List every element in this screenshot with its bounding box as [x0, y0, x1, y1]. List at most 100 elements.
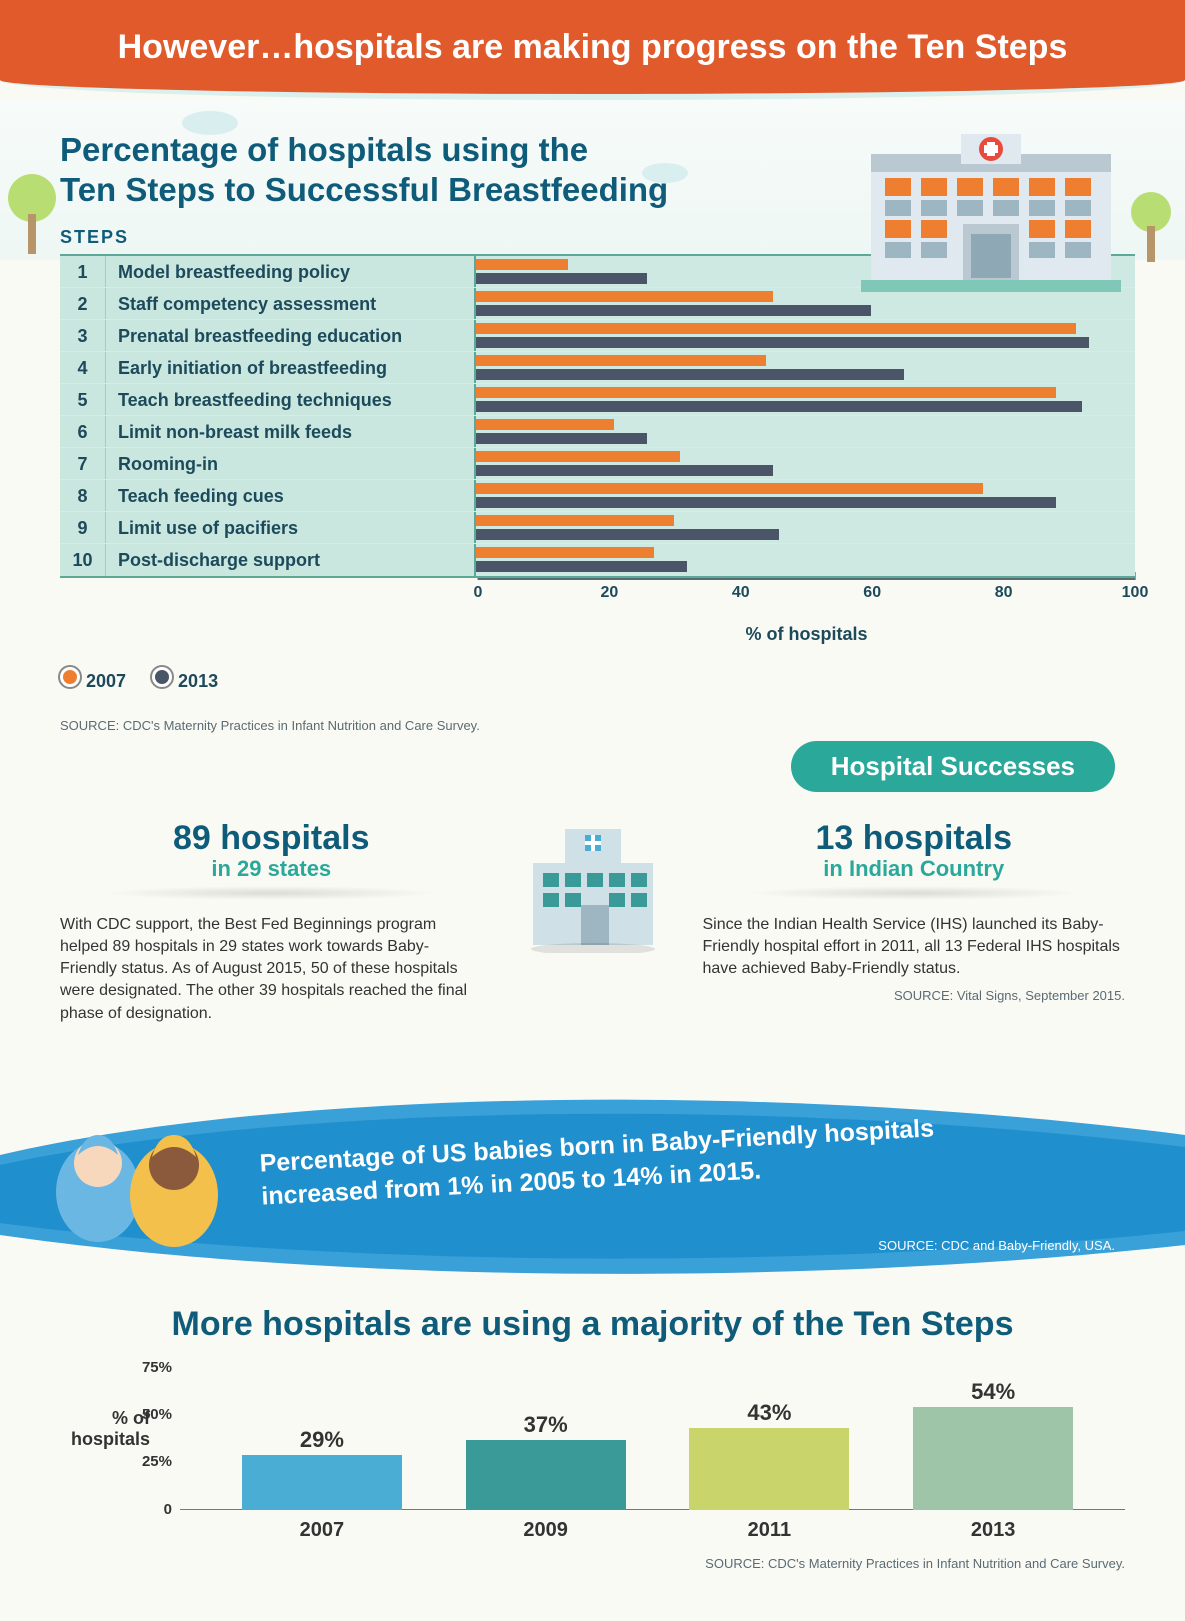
bar-2007 [476, 323, 1076, 334]
step-number: 3 [60, 320, 106, 351]
bar-fill [466, 1440, 626, 1510]
bar-2007 [476, 515, 674, 526]
bar-2013 [476, 305, 871, 316]
step-row: 3 Prenatal breastfeeding education [60, 320, 1135, 352]
step-row: 6 Limit non-breast milk feeds [60, 416, 1135, 448]
x-tick: 20 [600, 580, 618, 602]
bar-2013 [476, 273, 647, 284]
bottom-bar: 54% 2013 [913, 1407, 1073, 1509]
bottom-bar-chart-section: More hospitals are using a majority of t… [0, 1275, 1185, 1621]
stat-subtitle: in 29 states [60, 856, 483, 882]
x-tick: 100 [1122, 580, 1149, 602]
bar-track [476, 544, 1135, 576]
bar-2013 [476, 401, 1082, 412]
bar-2007 [476, 259, 568, 270]
step-number: 6 [60, 416, 106, 447]
hospital-building-icon [851, 124, 1131, 294]
bar-2013 [476, 561, 687, 572]
step-label: Teach breastfeeding techniques [106, 384, 476, 415]
step-label: Rooming-in [106, 448, 476, 479]
bar-track [476, 320, 1135, 351]
infographic-page: However…hospitals are making progress on… [0, 0, 1185, 1621]
bar-x-label: 2011 [689, 1519, 849, 1542]
legend-item-2013: 2013 [152, 667, 218, 692]
x-tick: 40 [732, 580, 750, 602]
bottom-bar: 29% 2007 [242, 1455, 402, 1510]
step-label: Limit non-breast milk feeds [106, 416, 476, 447]
bar-value-label: 29% [242, 1427, 402, 1453]
small-hospital-icon [523, 819, 663, 958]
bar-track [476, 448, 1135, 479]
stat-subtitle: in Indian Country [703, 856, 1126, 882]
stat-number: 13 hospitals [703, 819, 1126, 858]
bar-2013 [476, 369, 904, 380]
step-number: 1 [60, 256, 106, 287]
bar-track [476, 512, 1135, 543]
step-label: Prenatal breastfeeding education [106, 320, 476, 351]
x-axis: 020406080100 [60, 578, 1135, 620]
legend-year: 2007 [86, 671, 126, 691]
bar-2007 [476, 419, 614, 430]
bottom-chart-source: SOURCE: CDC's Maternity Practices in Inf… [60, 1556, 1125, 1571]
tree-icon [6, 170, 58, 260]
chart-title: Percentage of hospitals using theTen Ste… [60, 130, 740, 209]
bar-x-label: 2009 [466, 1519, 626, 1542]
bar-track [476, 416, 1135, 447]
bar-x-label: 2007 [242, 1519, 402, 1542]
bar-track [476, 384, 1135, 415]
stat-body: Since the Indian Health Service (IHS) la… [703, 914, 1126, 980]
ribbon-source: SOURCE: CDC and Baby-Friendly, USA. [878, 1238, 1115, 1253]
bar-2007 [476, 387, 1056, 398]
bar-2013 [476, 529, 779, 540]
legend-item-2007: 2007 [60, 667, 126, 692]
success-stat-right: 13 hospitals in Indian Country Since the… [703, 819, 1126, 1024]
bottom-chart-title: More hospitals are using a majority of t… [60, 1305, 1125, 1344]
stat-source: SOURCE: Vital Signs, September 2015. [703, 988, 1126, 1003]
bar-fill [689, 1428, 849, 1509]
bar-fill [913, 1407, 1073, 1509]
step-label: Model breastfeeding policy [106, 256, 476, 287]
legend-dot-icon [60, 667, 80, 687]
step-row: 10 Post-discharge support [60, 544, 1135, 576]
bar-2007 [476, 451, 680, 462]
bar-track [476, 352, 1135, 383]
banner-title: However…hospitals are making progress on… [0, 0, 1185, 67]
step-row: 7 Rooming-in [60, 448, 1135, 480]
tree-icon [1129, 190, 1173, 268]
legend-year: 2013 [178, 671, 218, 691]
bar-2013 [476, 433, 647, 444]
step-number: 10 [60, 544, 106, 576]
x-tick: 0 [474, 580, 483, 602]
bar-x-label: 2013 [913, 1519, 1073, 1542]
bar-2013 [476, 497, 1056, 508]
step-label: Early initiation of breastfeeding [106, 352, 476, 383]
bottom-bar: 37% 2009 [466, 1440, 626, 1510]
stat-body: With CDC support, the Best Fed Beginning… [60, 914, 483, 1024]
legend-dot-icon [152, 667, 172, 687]
step-label: Staff competency assessment [106, 288, 476, 319]
step-row: 4 Early initiation of breastfeeding [60, 352, 1135, 384]
hospital-successes-section: Hospital Successes 89 hospitals in 29 st… [0, 753, 1185, 1054]
bar-track [476, 480, 1135, 511]
x-tick: 60 [863, 580, 881, 602]
shadow-decoration [102, 886, 440, 900]
blue-ribbon-callout: Percentage of US babies born in Baby-Fri… [0, 1075, 1185, 1275]
bar-2013 [476, 465, 773, 476]
step-label: Teach feeding cues [106, 480, 476, 511]
step-row: 8 Teach feeding cues [60, 480, 1135, 512]
chart-source: SOURCE: CDC's Maternity Practices in Inf… [60, 718, 1135, 733]
step-number: 2 [60, 288, 106, 319]
success-stat-left: 89 hospitals in 29 states With CDC suppo… [60, 819, 483, 1024]
bottom-bar-chart: 29% 2007 37% 2009 43% 2011 54% 2013 025%… [180, 1368, 1125, 1538]
step-number: 7 [60, 448, 106, 479]
bar-value-label: 54% [913, 1379, 1073, 1405]
step-number: 8 [60, 480, 106, 511]
stat-number: 89 hospitals [60, 819, 483, 858]
bar-2007 [476, 291, 773, 302]
shadow-decoration [745, 886, 1083, 900]
step-row: 9 Limit use of pacifiers [60, 512, 1135, 544]
bar-value-label: 43% [689, 1400, 849, 1426]
bar-value-label: 37% [466, 1412, 626, 1438]
ten-steps-chart-section: Percentage of hospitals using theTen Ste… [0, 100, 1185, 753]
step-label: Limit use of pacifiers [106, 512, 476, 543]
